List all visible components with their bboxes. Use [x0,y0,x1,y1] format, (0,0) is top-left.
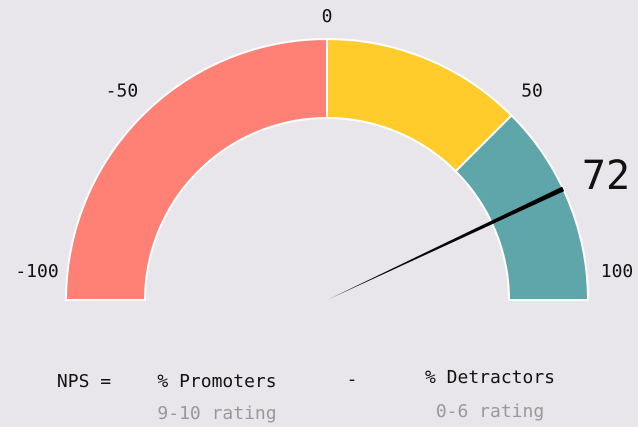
formula-minus: - [347,369,358,390]
tick-label: -50 [106,81,139,102]
tick-label: -100 [15,261,58,282]
formula-promoters-note: 9-10 rating [157,403,276,424]
needle [327,186,565,300]
tick-label: 50 [521,81,543,102]
formula-detractors: % Detractors [425,367,555,388]
gauge-band [64,37,328,301]
value-label: 72 [582,153,630,199]
formula-lhs: NPS = [57,371,111,392]
tick-label: 0 [322,6,333,27]
tick-label: 100 [601,261,634,282]
formula-promoters: % Promoters [157,371,276,392]
formula-detractors-note: 0-6 rating [436,401,544,422]
